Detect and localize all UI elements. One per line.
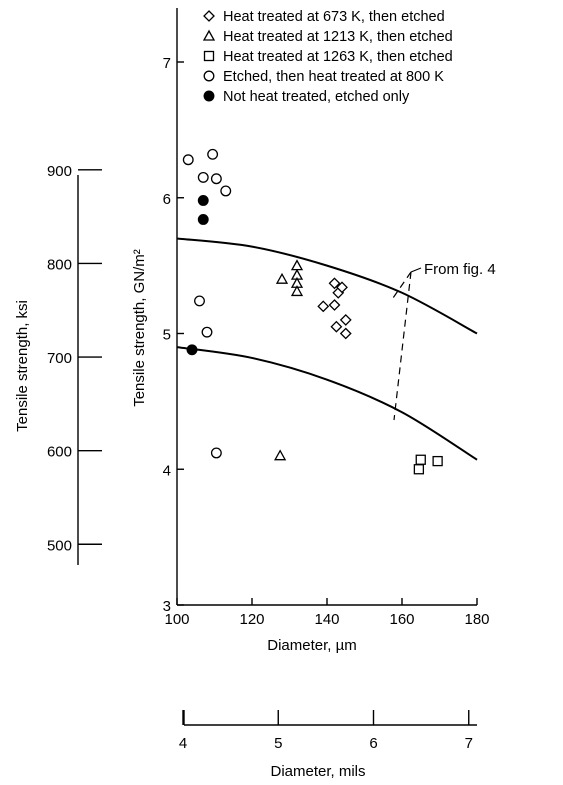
legend-label: Not heat treated, etched only — [223, 89, 410, 105]
y-tick-label: 3 — [163, 598, 171, 615]
data-point-triangle — [290, 259, 304, 271]
data-point-circle-open — [182, 154, 194, 166]
axis-ticks: 3 4 5 6 7 100 120 140 160 180 500 600 700 800 900 4 5 6 7 — [47, 55, 490, 752]
data-point-circle-open — [210, 447, 222, 459]
lower-curve — [176, 346, 478, 461]
legend-marker-circle-open — [203, 70, 215, 82]
data-point-circle-open — [194, 295, 205, 307]
data-points — [182, 148, 443, 475]
y-axis-title: Tensile strength, GN/m² — [131, 249, 148, 407]
data-point-circle-open — [220, 185, 232, 197]
data-point-square — [413, 464, 425, 475]
mils-tick-label: 5 — [274, 735, 282, 752]
legend-label: Heat treated at 673 K, then etched — [223, 9, 445, 25]
data-point-diamond — [328, 277, 341, 290]
data-point-circle-filled — [186, 344, 198, 356]
x-axis-title: Diameter, µm — [267, 637, 357, 654]
x-tick-label: 140 — [314, 611, 339, 628]
legend-marker-square — [203, 50, 215, 62]
data-point-circle-open — [197, 171, 209, 183]
mils-tick-label: 4 — [179, 735, 187, 752]
data-point-diamond — [336, 281, 348, 294]
data-point-triangle — [275, 272, 289, 284]
legend-marker-triangle — [202, 29, 216, 41]
data-point-triangle — [290, 285, 304, 297]
data-point-square — [415, 454, 426, 465]
x-tick-label: 120 — [239, 611, 264, 628]
mils-axis-title: Diameter, mils — [270, 763, 365, 780]
data-point-diamond — [339, 327, 352, 340]
data-point-circle-open — [210, 173, 222, 185]
y-tick-label: 4 — [163, 462, 171, 479]
data-point-diamond — [330, 320, 343, 333]
x-tick-label: 180 — [464, 611, 489, 628]
data-point-circle-open — [207, 148, 219, 160]
data-point-diamond — [328, 299, 341, 311]
x-tick-label: 160 — [389, 611, 414, 628]
data-point-square — [432, 455, 443, 467]
y-tick-label: 6 — [163, 191, 171, 208]
ksi-tick-label: 700 — [47, 350, 72, 367]
reference-curves — [176, 237, 478, 461]
annotation-text: From fig. 4 — [424, 261, 496, 278]
data-point-diamond — [339, 314, 352, 326]
data-point-circle-open — [201, 326, 213, 338]
ksi-tick-label: 900 — [47, 163, 72, 180]
annotation-leader-dashed — [393, 271, 412, 421]
x-tick-label: 100 — [164, 611, 189, 628]
legend-label: Heat treated at 1263 K, then etched — [223, 49, 453, 65]
annotation-leader-upper — [410, 267, 422, 273]
data-point-circle-filled — [197, 195, 209, 206]
y-tick-label: 5 — [163, 327, 171, 344]
ksi-tick-label: 600 — [47, 444, 72, 461]
ksi-tick-label: 500 — [47, 537, 72, 554]
annotation-leader-lower — [392, 271, 412, 299]
ksi-axis-title: Tensile strength, ksi — [14, 300, 31, 432]
legend-label: Etched, then heat treated at 800 K — [223, 69, 444, 85]
legend: Heat treated at 673 K, then etched Heat t… — [202, 9, 453, 105]
data-point-diamond — [317, 300, 330, 313]
upper-curve — [176, 237, 478, 335]
y-tick-label: 7 — [163, 55, 171, 72]
legend-marker-circle-filled — [203, 90, 215, 102]
data-point-triangle — [274, 449, 287, 461]
mils-tick-label: 6 — [369, 735, 377, 752]
data-point-circle-filled — [197, 214, 209, 225]
mils-tick-label: 7 — [465, 735, 473, 752]
legend-label: Heat treated at 1213 K, then etched — [223, 29, 453, 45]
legend-marker-diamond — [203, 10, 215, 22]
ksi-tick-label: 800 — [47, 256, 72, 273]
